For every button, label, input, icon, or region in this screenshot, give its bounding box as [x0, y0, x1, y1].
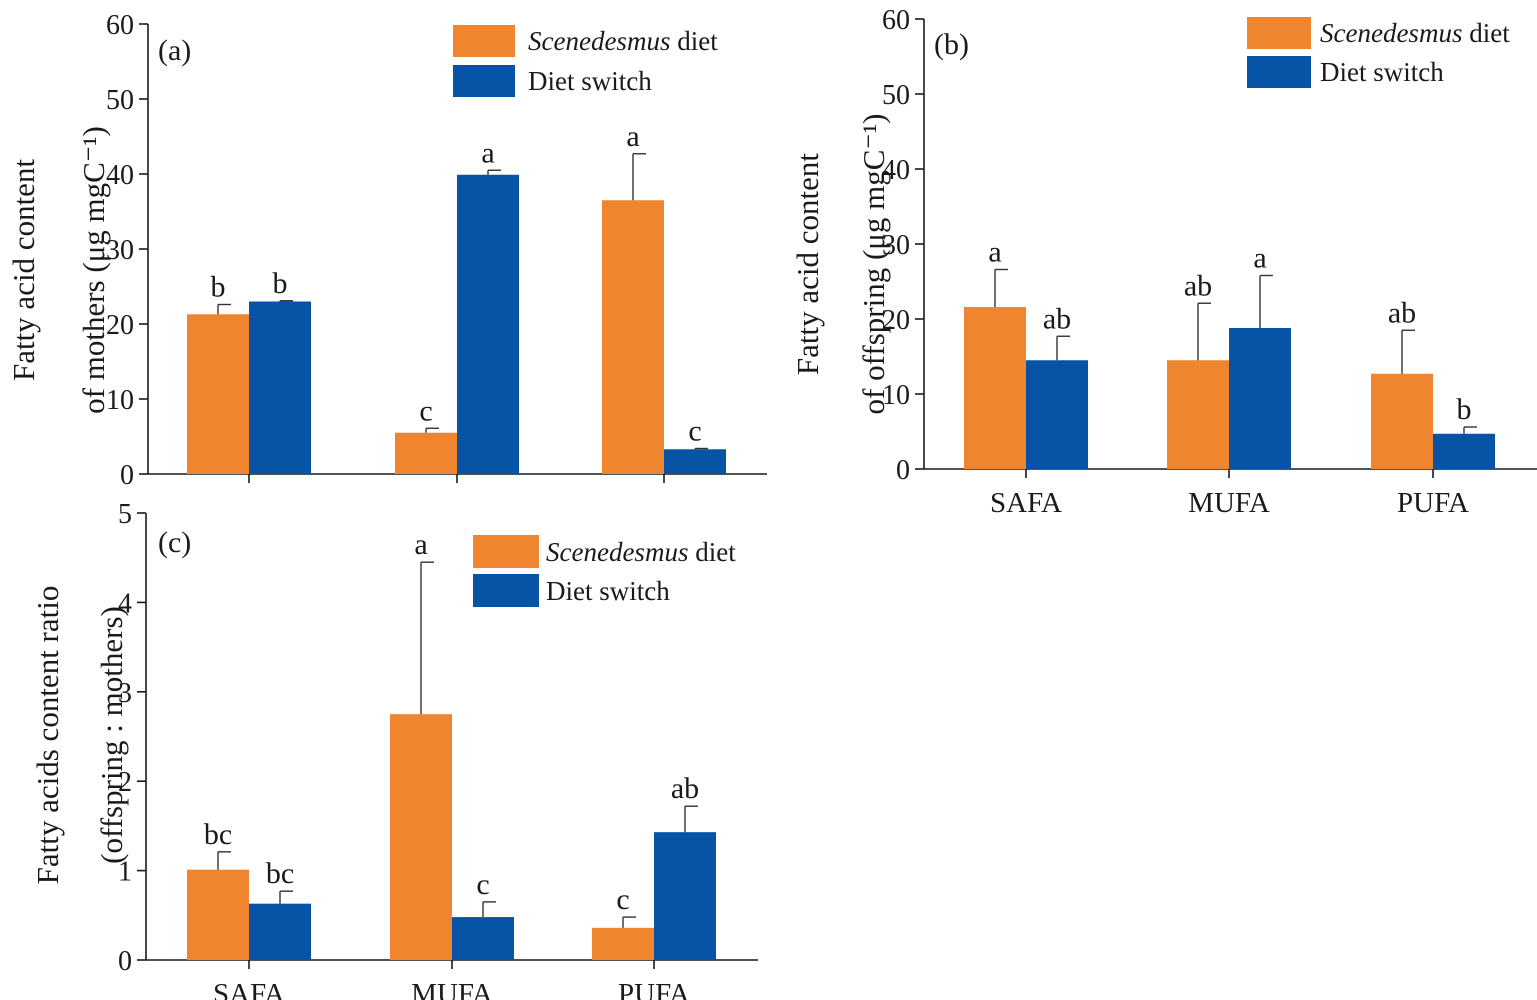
y-tick-label: 0: [120, 460, 134, 491]
y-tick-label: 1: [118, 857, 132, 888]
bar-scenedesmus-mufa: [395, 432, 457, 474]
y-tick-label: 30: [106, 235, 134, 266]
legend-label-scenedesmus: Scenedesmus diet: [1320, 18, 1510, 48]
y-axis-title-line-2: of offspring (μg mgC⁻¹): [856, 114, 891, 415]
legend-swatch-switch: [453, 65, 515, 97]
y-tick-label: 2: [118, 767, 132, 798]
significance-letter: bc: [266, 857, 294, 890]
panel-a-mothers-chart: 0 10 20 30 40 50 60 b c a b a c Fatty acid content of …: [6, 10, 767, 491]
y-tick-label: 10: [882, 380, 910, 411]
y-tick-label: 10: [106, 385, 134, 416]
significance-letter: b: [211, 271, 226, 304]
legend-italic-part: Scenedesmus: [1320, 18, 1462, 48]
significance-letter: ab: [671, 772, 699, 805]
y-tick-label: 60: [882, 5, 910, 36]
bar-switch-safa: [249, 903, 311, 960]
y-axis-title-line-2: of mothers (μg mgC⁻¹): [76, 126, 111, 414]
legend-italic-part: Scenedesmus: [528, 26, 670, 56]
legend-plain-part: Diet switch: [1320, 57, 1444, 87]
bar-scenedesmus-mufa: [390, 714, 452, 960]
y-tick-label: 40: [106, 160, 134, 191]
bar-switch-pufa: [664, 449, 726, 474]
legend-label-switch: Diet switch: [528, 66, 652, 96]
bar-switch-pufa: [654, 832, 716, 960]
legend-plain-part: diet: [1462, 18, 1510, 48]
bar-scenedesmus-mufa: [1167, 360, 1229, 469]
legend-swatch-scenedesmus: [473, 535, 539, 568]
legend-label-scenedesmus: Scenedesmus diet: [546, 537, 736, 567]
panel-c-ratio-chart: 0 1 2 3 4 5 SAFA MUFA PUFA bc a c bc c ab Fatty acids c…: [30, 499, 758, 1000]
legend-plain-part: Diet switch: [546, 576, 670, 606]
y-tick-label: 40: [882, 155, 910, 186]
y-tick-label: 3: [118, 678, 132, 709]
significance-letter: c: [419, 394, 432, 427]
y-tick-label: 5: [118, 499, 132, 530]
category-label-mufa: MUFA: [411, 978, 493, 1000]
significance-letter: ab: [1184, 269, 1212, 302]
y-tick-label: 20: [106, 310, 134, 341]
legend-italic-part: Scenedesmus: [546, 537, 688, 567]
legend-swatch-scenedesmus: [453, 25, 515, 57]
significance-letter: c: [688, 415, 701, 448]
significance-letter: a: [988, 236, 1001, 269]
significance-letter: c: [476, 868, 489, 901]
y-tick-label: 20: [882, 305, 910, 336]
bar-scenedesmus-safa: [964, 307, 1026, 469]
legend-label-scenedesmus: Scenedesmus diet: [528, 26, 718, 56]
category-label-safa: SAFA: [213, 978, 285, 1000]
significance-letter: b: [1457, 393, 1472, 426]
significance-letter: a: [1253, 242, 1266, 275]
y-tick-label: 4: [118, 588, 132, 619]
bar-switch-safa: [249, 301, 311, 474]
legend-label-switch: Diet switch: [1320, 57, 1444, 87]
significance-letter: c: [616, 883, 629, 916]
legend-swatch-scenedesmus: [1247, 17, 1311, 49]
bar-scenedesmus-safa: [187, 869, 249, 960]
significance-letter: a: [481, 136, 494, 169]
category-label-safa: SAFA: [990, 487, 1062, 519]
y-tick-label: 30: [882, 230, 910, 261]
y-tick-label: 0: [896, 455, 910, 486]
bar-scenedesmus-pufa: [602, 200, 664, 474]
significance-letter: bc: [204, 818, 232, 851]
bar-scenedesmus-pufa: [592, 927, 654, 960]
bar-switch-mufa: [457, 174, 519, 474]
y-axis-title-line-1: Fatty acid content: [6, 159, 41, 381]
panel-label: (a): [158, 34, 191, 67]
category-label-pufa: PUFA: [618, 978, 690, 1000]
significance-letter: b: [273, 267, 288, 300]
legend-label-switch: Diet switch: [546, 576, 670, 606]
y-tick-label: 60: [106, 10, 134, 41]
y-axis-title-line-1: Fatty acid content: [790, 153, 825, 375]
significance-letter: ab: [1388, 296, 1416, 329]
y-axis-title-line-2: (offspring : mothers): [94, 606, 129, 864]
legend-plain-part: diet: [688, 537, 736, 567]
bar-switch-mufa: [1229, 328, 1291, 469]
y-tick-label: 0: [118, 946, 132, 977]
bar-scenedesmus-safa: [187, 314, 249, 474]
bar-scenedesmus-pufa: [1371, 373, 1433, 469]
significance-letter: ab: [1043, 302, 1071, 335]
panel-label: (b): [934, 28, 969, 61]
legend-plain-part: diet: [670, 26, 718, 56]
category-label-pufa: PUFA: [1397, 487, 1469, 519]
bar-switch-mufa: [452, 917, 514, 960]
bar-switch-safa: [1026, 360, 1088, 469]
significance-letter: a: [414, 528, 427, 561]
legend-swatch-switch: [473, 574, 539, 607]
legend-plain-part: Diet switch: [528, 66, 652, 96]
y-tick-label: 50: [106, 85, 134, 116]
significance-letter: a: [626, 120, 639, 153]
panel-label: (c): [158, 526, 191, 559]
y-tick-label: 50: [882, 80, 910, 111]
legend-swatch-switch: [1247, 56, 1311, 88]
bar-switch-pufa: [1433, 433, 1495, 469]
y-axis-title-line-1: Fatty acids content ratio: [30, 586, 65, 885]
category-label-mufa: MUFA: [1188, 487, 1270, 519]
